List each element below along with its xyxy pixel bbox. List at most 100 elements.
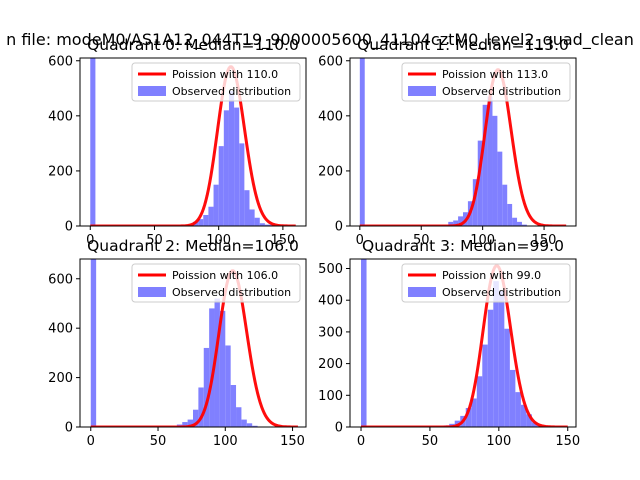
histogram-bar	[492, 115, 498, 226]
x-tick-label: 0	[87, 434, 95, 449]
histogram-bar	[520, 404, 527, 427]
histogram-bar	[515, 392, 521, 427]
histogram-bar	[198, 387, 204, 427]
y-tick-label: 200	[48, 164, 73, 179]
x-tick-label: 50	[413, 233, 430, 248]
histogram-bar	[448, 221, 454, 226]
poisson-curve	[360, 264, 568, 427]
plot-area	[359, 58, 567, 226]
histogram-bar	[487, 96, 493, 226]
legend: Poission with 110.0 Observed distribution	[131, 62, 301, 102]
y-tick-label: 400	[48, 322, 73, 337]
legend: Poission with 106.0 Observed distribution	[131, 263, 301, 303]
histogram-bar	[471, 398, 477, 427]
histogram-bar	[219, 310, 226, 427]
subplot-1: 0 50 100 150 0 200 400 600 Quadrant 1: Median=11…	[318, 36, 577, 248]
y-tick-label: 400	[318, 294, 343, 309]
x-tick-label: 0	[357, 434, 365, 449]
histogram-bar	[502, 184, 508, 226]
histogram-bar	[230, 385, 237, 427]
histogram-bar	[90, 259, 97, 427]
legend-label-poisson: Poission with 113.0	[442, 68, 548, 81]
histogram-bar	[526, 414, 532, 427]
legend-label-observed: Observed distribution	[442, 286, 561, 299]
histogram-bar	[472, 179, 478, 226]
x-tick-label: 50	[422, 434, 439, 449]
axes-frame	[349, 258, 577, 428]
subplot-title: Quadrant 0: Median=110.0	[87, 36, 299, 54]
plot-area	[90, 58, 296, 226]
y-tick-label: 200	[318, 164, 343, 179]
histogram-bar	[246, 423, 253, 427]
x-tick-label: 100	[206, 233, 231, 248]
histogram-bar	[453, 220, 459, 226]
x-tick-label: 0	[356, 233, 364, 248]
x-tick-label: 150	[532, 233, 557, 248]
histogram-bar	[493, 281, 499, 427]
histogram-bar	[252, 425, 258, 427]
histogram-bar	[228, 91, 235, 226]
y-tick-label: 600	[318, 54, 343, 69]
legend-box	[401, 62, 571, 102]
histogram-bar	[477, 140, 483, 226]
y-tick-label: 200	[318, 357, 343, 372]
histogram-bar	[482, 344, 488, 427]
histogram-bar	[239, 143, 245, 226]
histogram-bar	[203, 347, 210, 427]
x-tick-label: 100	[470, 233, 495, 248]
histogram-bar	[531, 422, 538, 427]
histogram-bar	[208, 206, 214, 226]
histogram-bar	[512, 217, 518, 226]
plot-area	[90, 259, 299, 427]
subplot-2: 0 50 100 150 0 200 400 600 Quadrant 2: Median=10…	[48, 237, 307, 449]
y-tick-label: 0	[335, 421, 343, 436]
x-tick-label: 0	[86, 233, 94, 248]
histogram-bar	[209, 308, 215, 427]
y-tick-label: 400	[318, 109, 343, 124]
histogram-bar	[359, 58, 365, 226]
legend-swatch-observed	[408, 287, 436, 297]
histogram-bar	[214, 298, 220, 427]
y-tick-label: 200	[48, 371, 73, 386]
legend-box	[401, 263, 571, 303]
axes-frame	[349, 57, 577, 227]
legend: Poission with 99.0 Observed distribution	[401, 263, 571, 303]
legend-label-poisson: Poission with 106.0	[172, 269, 278, 282]
histogram-bar	[244, 190, 250, 226]
x-tick-label: 50	[150, 434, 167, 449]
histogram-bar	[254, 217, 260, 226]
y-tick-label: 0	[65, 220, 73, 235]
axes-frame	[79, 258, 307, 428]
legend-label-observed: Observed distribution	[172, 85, 291, 98]
legend-box	[131, 263, 301, 303]
subplot-title: Quadrant 1: Median=113.0	[357, 36, 569, 54]
legend-box	[131, 62, 301, 102]
poisson-curve	[359, 68, 567, 226]
figure-suptitle: n file: modeM0/AS1A12_044T19_9000005600_…	[0, 30, 640, 50]
plot-area	[360, 259, 568, 427]
legend-swatch-observed	[138, 287, 166, 297]
histogram-bar	[264, 224, 271, 226]
histogram-bar	[507, 203, 513, 226]
histogram-bar	[213, 184, 219, 226]
histogram-bar	[198, 219, 204, 226]
histogram-bar	[259, 223, 265, 226]
legend: Poission with 113.0 Observed distribution	[401, 62, 571, 102]
histogram-bar	[90, 58, 96, 226]
histogram-bar	[361, 259, 367, 427]
histogram-bar	[482, 104, 488, 226]
histogram-bar	[476, 376, 483, 427]
x-tick-label: 150	[555, 434, 580, 449]
histogram-bar	[241, 419, 247, 427]
x-tick-label: 150	[280, 434, 305, 449]
poisson-curve	[90, 269, 299, 427]
y-tick-label: 0	[335, 220, 343, 235]
histogram-bar	[236, 407, 242, 427]
histogram-bar	[203, 214, 209, 226]
histogram-bar	[509, 369, 516, 427]
legend-label-poisson: Poission with 99.0	[442, 269, 541, 282]
histogram-bar	[504, 328, 510, 427]
histogram-bar	[218, 146, 224, 226]
legend-swatch-observed	[408, 86, 436, 96]
